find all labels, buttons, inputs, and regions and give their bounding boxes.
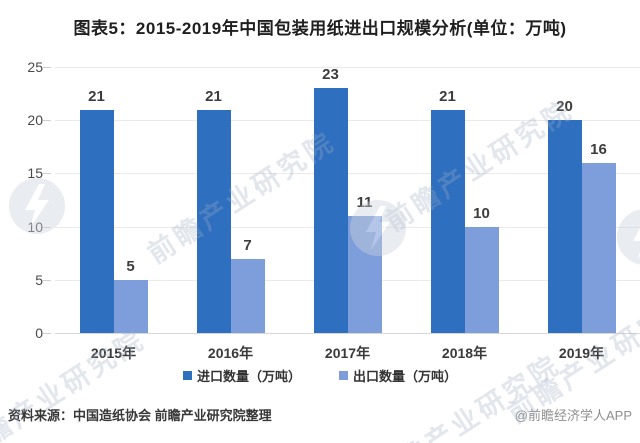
bar-export [347, 215, 382, 333]
gridline [55, 173, 640, 175]
legend-swatch-icon [339, 371, 348, 380]
bar-value-label: 5 [126, 257, 135, 275]
bar-value-label: 21 [205, 87, 222, 105]
bar-export [581, 162, 616, 333]
y-axis-tick [43, 333, 51, 334]
y-axis-tick-label: 20 [27, 112, 43, 129]
legend-item-export: 出口数量（万吨） [339, 366, 457, 385]
bar-export [230, 258, 265, 333]
y-axis-tick-label: 5 [35, 271, 43, 288]
bar-export [464, 226, 499, 333]
bar-export [113, 279, 148, 333]
bar-import-wrap: 21 [430, 88, 465, 333]
credit-note: @前瞻经济学人APP [514, 408, 632, 423]
bar-import-wrap: 21 [79, 88, 114, 333]
legend: 进口数量（万吨） 出口数量（万吨） [0, 366, 640, 385]
legend-swatch-icon [182, 371, 192, 380]
y-axis-tick-label: 15 [27, 165, 43, 182]
footer: 资料来源：中国造纸协会 前瞻产业研究院整理 @前瞻经济学人APP [8, 405, 632, 424]
source-note: 资料来源：中国造纸协会 前瞻产业研究院整理 [8, 408, 272, 423]
x-axis-category-label: 2018年 [441, 345, 488, 361]
x-axis-category-label: 2015年 [90, 345, 137, 361]
bar-export-wrap: 7 [230, 237, 265, 333]
bar-value-label: 23 [322, 66, 339, 84]
bar-import-wrap: 21 [196, 88, 231, 333]
bar-value-label: 10 [473, 204, 490, 222]
bar-value-label: 16 [590, 140, 607, 158]
x-axis-category-label: 2017年 [324, 345, 371, 361]
bar-value-label: 21 [439, 87, 456, 105]
bar-export-wrap: 5 [113, 258, 148, 333]
legend-label: 进口数量（万吨） [196, 369, 301, 384]
y-axis-tick-label: 0 [35, 325, 43, 341]
bar-group: 21 5 2015年 [55, 67, 172, 361]
y-axis-tick [43, 173, 51, 175]
legend-label: 出口数量（万吨） [353, 369, 458, 384]
y-axis-tick [43, 226, 51, 228]
chart-title: 图表5：2015-2019年中国包装用纸进出口规模分析(单位：万吨) [73, 19, 567, 38]
bar-export-wrap: 11 [347, 194, 382, 333]
bar-export-wrap: 16 [581, 141, 616, 333]
y-axis-tick [43, 279, 51, 281]
x-axis-category-label: 2019年 [558, 345, 605, 361]
plot-area: 0 5 10 15 20 25 21 5 2015年 21 7 2016年 23 11 2017年 21 10 2… [27, 59, 640, 361]
bar-value-label: 7 [243, 236, 252, 254]
bar-import [79, 109, 114, 333]
bar-import [547, 120, 582, 333]
y-axis-tick-label: 25 [27, 59, 43, 75]
gridline [55, 67, 640, 68]
bar-value-label: 11 [356, 193, 373, 211]
bars-row: 21 5 2015年 21 7 2016年 23 11 2017年 21 10 2018年 20 16 20… [55, 66, 640, 361]
bar-group: 23 11 2017年 [289, 66, 406, 361]
bar-import-wrap: 20 [547, 98, 582, 333]
bar-import [430, 109, 465, 333]
bar-group: 20 16 2019年 [523, 67, 640, 361]
gridline [55, 120, 640, 122]
bar-value-label: 20 [556, 98, 573, 116]
bar-import-wrap: 23 [313, 66, 348, 333]
bar-import [196, 109, 231, 333]
x-axis-category-label: 2016年 [207, 345, 254, 361]
gridline [55, 333, 640, 334]
bar-value-label: 21 [88, 87, 105, 105]
bar-group: 21 7 2016年 [172, 67, 289, 361]
y-axis-tick [43, 120, 51, 122]
y-axis-tick-label: 10 [27, 218, 43, 235]
legend-item-import: 进口数量（万吨） [182, 366, 301, 385]
y-axis-tick [43, 67, 51, 68]
bar-group: 21 10 2018年 [406, 67, 523, 361]
bar-export-wrap: 10 [464, 205, 499, 333]
bar-import [313, 88, 348, 333]
